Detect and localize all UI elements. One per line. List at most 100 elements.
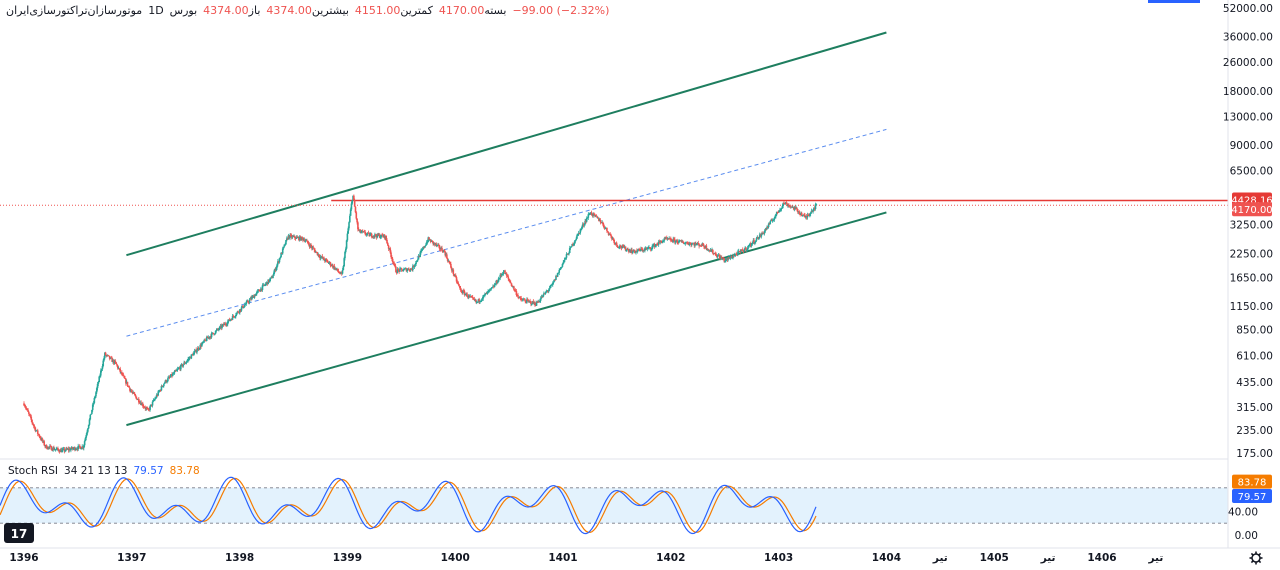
candle [63,448,66,452]
candle [236,311,239,313]
candle [610,234,612,237]
candle [812,209,814,212]
candle [181,364,184,367]
candle [652,245,654,247]
candle [256,291,258,294]
candle [653,244,656,248]
candle [458,284,460,287]
candle [99,375,101,377]
candle [183,362,185,365]
stoch-band [0,487,1228,524]
candle [804,215,806,218]
candle [37,433,40,435]
candle [577,233,579,236]
candle [624,246,627,251]
candle [499,274,502,279]
candle [720,256,723,259]
candle [348,222,350,229]
candle [748,245,751,247]
candle [285,240,287,245]
candle [91,404,94,410]
stoch-legend[interactable]: Stoch RSI 34 21 13 13 79.57 83.78 [8,465,200,477]
candle [156,395,159,397]
candle [522,299,524,301]
candle [370,233,373,237]
candle [430,240,433,242]
channel-top-line[interactable] [126,31,887,257]
candle [690,243,692,246]
x-tick-label: 1400 [441,552,470,564]
candle [229,319,231,321]
candle [64,450,67,452]
candle [155,395,158,398]
candle [43,441,46,446]
candle [702,243,704,246]
interval-label[interactable]: 1D [148,4,164,17]
candle [528,300,531,302]
candle [595,215,598,217]
candle [294,235,296,239]
open-label: باز [248,4,261,17]
candle [202,341,205,343]
candle [503,270,506,272]
candle [70,449,72,451]
close-value: 4170.00 [438,4,485,17]
candle [620,247,623,249]
candle [159,389,161,392]
candle [558,270,561,273]
candle [329,262,332,266]
candle [489,288,492,290]
candle [413,265,416,268]
symbol-name[interactable]: موتورسازان‌تراکتورسازی‌ایران [6,4,143,17]
candle [772,220,775,222]
stoch-k-tag-bg [1232,489,1272,504]
candle [629,250,632,253]
candle [281,248,284,254]
candle [340,272,343,274]
candle [788,205,791,207]
candle [454,275,456,277]
candle [243,306,245,308]
candle [231,315,234,320]
candle [440,247,442,250]
candle [731,257,734,259]
candle [786,203,789,207]
channel-mid-line[interactable] [126,128,887,337]
candle [473,298,476,301]
gear-icon[interactable] [1249,551,1263,565]
candle [522,299,525,301]
candle [524,300,527,302]
candle [100,369,103,371]
candle [351,200,354,204]
candle [243,304,246,307]
candle [707,249,710,251]
candle [742,250,745,252]
channel-bottom-line[interactable] [126,211,887,427]
candle [726,258,729,260]
candle [205,339,207,341]
candle [245,301,248,305]
candle [655,244,658,246]
candle [274,269,277,271]
candle [299,236,302,241]
candle [381,234,383,236]
candle [673,238,675,240]
candle [761,233,763,235]
candle [166,381,168,383]
candle [706,248,708,250]
candle [233,316,236,318]
candle [577,232,580,234]
candle [612,238,615,240]
candle [112,359,115,364]
candle [646,248,649,250]
candle [375,235,378,238]
candle [24,405,26,407]
candle [442,250,444,253]
candle [424,245,426,248]
candle [86,431,88,435]
candle [34,427,37,431]
candle [806,215,809,218]
candle [735,253,738,255]
candle [585,221,587,223]
